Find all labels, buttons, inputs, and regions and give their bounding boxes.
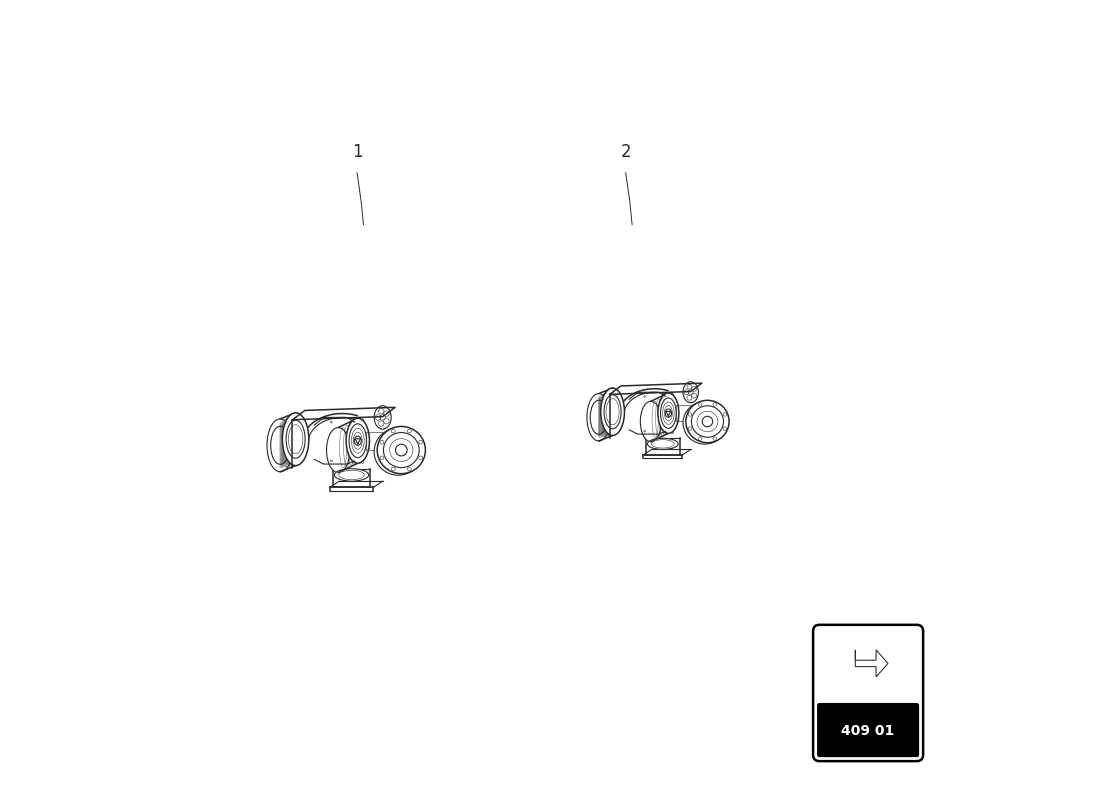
Ellipse shape (587, 394, 610, 441)
FancyBboxPatch shape (817, 703, 920, 757)
Ellipse shape (346, 418, 370, 463)
Ellipse shape (648, 438, 679, 450)
Text: 1: 1 (352, 143, 362, 161)
Ellipse shape (327, 427, 350, 473)
Ellipse shape (374, 406, 392, 429)
Text: 409 01: 409 01 (842, 724, 894, 738)
Ellipse shape (374, 428, 422, 475)
Ellipse shape (658, 393, 679, 434)
Ellipse shape (354, 436, 361, 446)
Ellipse shape (685, 400, 729, 442)
Ellipse shape (601, 388, 625, 435)
Ellipse shape (377, 426, 426, 474)
Ellipse shape (683, 402, 726, 444)
Ellipse shape (267, 419, 294, 472)
FancyBboxPatch shape (813, 625, 923, 761)
Ellipse shape (666, 409, 671, 418)
Ellipse shape (640, 402, 661, 442)
Text: 2: 2 (620, 143, 631, 161)
Ellipse shape (683, 382, 698, 402)
Ellipse shape (334, 469, 368, 481)
Ellipse shape (283, 413, 309, 466)
